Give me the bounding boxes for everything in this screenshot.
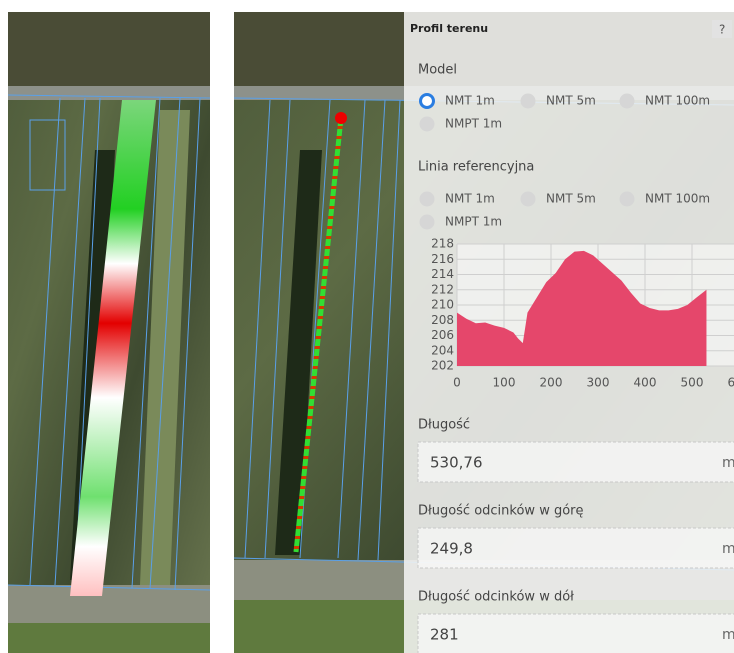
y-tick-label: 204 xyxy=(431,343,454,357)
radio xyxy=(420,215,435,230)
x-tick-label: 200 xyxy=(540,376,563,390)
radio xyxy=(420,192,435,207)
y-tick-label: 212 xyxy=(431,282,454,296)
radio xyxy=(620,192,635,207)
radio-label[interactable]: NMPT 1m xyxy=(445,117,502,131)
field-label: Długość xyxy=(418,418,470,433)
radio-label[interactable]: NMT 5m xyxy=(546,94,596,108)
x-tick-label: 500 xyxy=(681,376,704,390)
y-tick-label: 214 xyxy=(431,267,454,281)
radio-label[interactable]: NMT 100m xyxy=(645,94,710,108)
x-tick-label: 300 xyxy=(587,376,610,390)
radio[interactable] xyxy=(521,94,536,109)
radio-label: NMPT 1m xyxy=(445,215,502,229)
screen: Profil terenu ? Model Linia referencyjna… xyxy=(0,0,734,653)
radio[interactable] xyxy=(620,94,635,109)
field-box xyxy=(418,614,734,653)
field-value: 281 xyxy=(430,626,459,644)
section-label: Linia referencyjna xyxy=(418,160,534,175)
field-label: Długość odcinków w górę xyxy=(418,504,584,519)
field-unit: m xyxy=(722,455,734,471)
y-tick-label: 202 xyxy=(431,359,454,373)
radio-selected[interactable] xyxy=(421,95,434,108)
y-tick-label: 218 xyxy=(431,237,454,251)
radio[interactable] xyxy=(420,117,435,132)
panel-title: Profil terenu xyxy=(410,22,488,35)
radio-label: NMT 1m xyxy=(445,192,495,206)
map-left xyxy=(8,12,210,653)
field-value: 249,8 xyxy=(430,540,473,558)
x-tick-label: 100 xyxy=(493,376,516,390)
field-value: 530,76 xyxy=(430,454,483,472)
x-tick-label: 600 xyxy=(728,376,734,390)
y-tick-label: 216 xyxy=(431,252,454,266)
y-tick-label: 206 xyxy=(431,328,454,342)
radio xyxy=(521,192,536,207)
radio-label: NMT 5m xyxy=(546,192,596,206)
radio-label[interactable]: NMT 1m xyxy=(445,94,495,108)
y-tick-label: 208 xyxy=(431,313,454,327)
field-unit: m xyxy=(722,627,734,643)
field-label: Długość odcinków w dół xyxy=(418,590,574,605)
x-tick-label: 400 xyxy=(634,376,657,390)
y-tick-label: 210 xyxy=(431,298,454,312)
section-label: Model xyxy=(418,63,457,78)
help-label[interactable]: ? xyxy=(719,23,725,37)
field-unit: m xyxy=(722,541,734,557)
radio-label: NMT 100m xyxy=(645,192,710,206)
x-tick-label: 0 xyxy=(453,376,461,390)
